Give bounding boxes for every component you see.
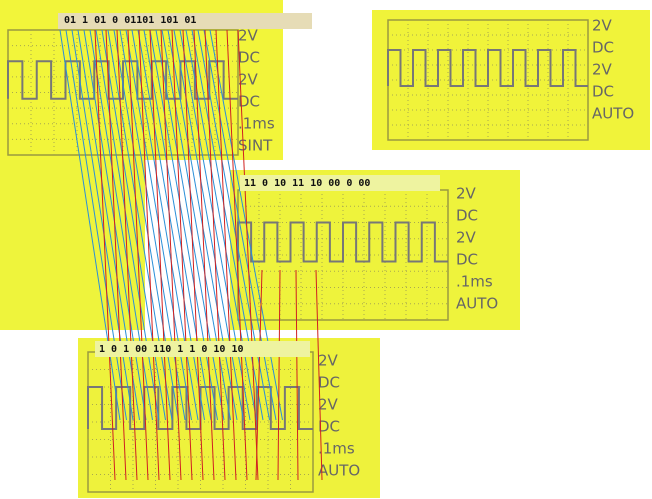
guide-line xyxy=(226,29,248,481)
readout: .1ms xyxy=(318,440,355,458)
annotation-bg xyxy=(95,341,310,357)
readout: 2V xyxy=(318,352,339,370)
readout: SINT xyxy=(238,137,273,155)
readout: 2V xyxy=(238,27,259,45)
readout: AUTO xyxy=(456,295,498,313)
guide-line xyxy=(127,29,149,481)
annotation-bg xyxy=(58,13,312,29)
readout: 2V xyxy=(592,61,613,79)
readout: DC xyxy=(456,251,478,269)
screen-panel xyxy=(0,160,145,330)
guide-line xyxy=(171,29,193,481)
readout: 2V xyxy=(318,396,339,414)
readout: DC xyxy=(592,39,614,57)
bit-annotation: 11 0 10 11 10 00 0 00 xyxy=(244,178,370,189)
guide-line xyxy=(255,269,263,481)
trace xyxy=(237,221,448,263)
guide-line xyxy=(94,29,116,481)
readout: DC xyxy=(318,374,340,392)
readout: AUTO xyxy=(592,105,634,123)
guide-line xyxy=(138,29,160,481)
guide-line xyxy=(105,29,127,481)
guide-line xyxy=(237,29,259,481)
readout: .1ms xyxy=(238,115,275,133)
guide-line xyxy=(295,269,299,481)
guide-line xyxy=(182,29,204,481)
bit-annotation: 01 1 01 0 01101 101 01 xyxy=(64,15,196,26)
readout: DC xyxy=(238,93,260,111)
guide-line xyxy=(160,29,182,481)
readout: .1ms xyxy=(456,273,493,291)
guide-line xyxy=(277,269,281,481)
screen-panel xyxy=(372,10,650,150)
bit-annotation: 1 0 1 00 110 1 1 0 10 10 xyxy=(99,344,244,355)
readout: AUTO xyxy=(318,462,360,480)
guide-line xyxy=(215,29,237,481)
guide-line xyxy=(116,29,138,481)
guide-line xyxy=(193,29,215,481)
readout: DC xyxy=(318,418,340,436)
readout: 2V xyxy=(456,229,477,247)
readout: DC xyxy=(238,49,260,67)
trace xyxy=(7,60,238,100)
readout: 2V xyxy=(592,17,613,35)
readout: DC xyxy=(456,207,478,225)
annotation-bg xyxy=(240,175,440,191)
readout: DC xyxy=(592,83,614,101)
trace xyxy=(387,49,588,87)
readout: 2V xyxy=(456,185,477,203)
guide-line xyxy=(149,29,171,481)
guide-line xyxy=(315,269,323,481)
guide-line xyxy=(204,29,226,481)
readout: 2V xyxy=(238,71,259,89)
